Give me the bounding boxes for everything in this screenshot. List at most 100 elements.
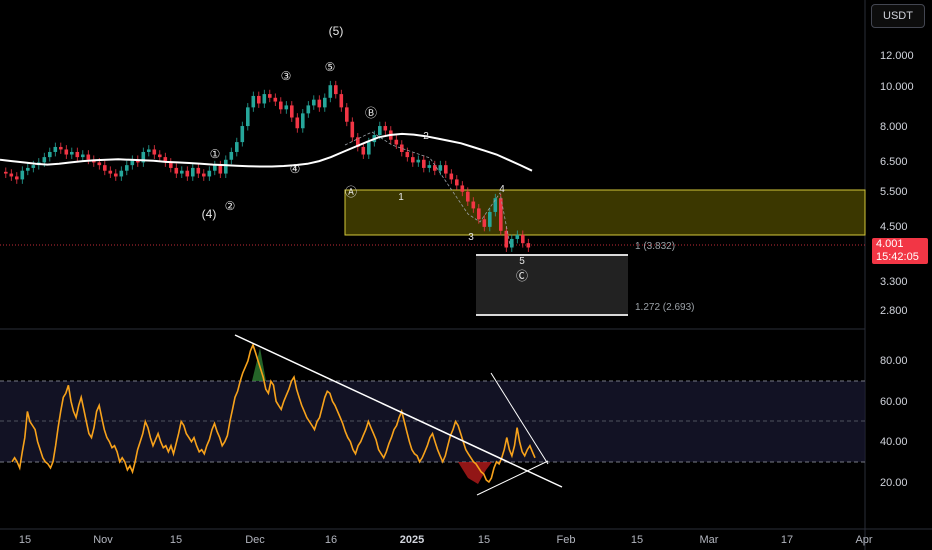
candle-body bbox=[510, 238, 514, 248]
candle-body bbox=[411, 157, 415, 163]
candle-body bbox=[262, 94, 267, 104]
candle-body bbox=[97, 162, 102, 166]
candle-body bbox=[405, 151, 410, 158]
candle-body bbox=[350, 121, 355, 138]
candle-body bbox=[526, 243, 531, 248]
candle-body bbox=[449, 173, 454, 180]
candle-body bbox=[356, 137, 360, 147]
candle-body bbox=[31, 165, 36, 168]
candle-body bbox=[42, 157, 47, 163]
candle-body bbox=[108, 170, 113, 174]
wave-label: (5) bbox=[329, 24, 344, 38]
candle-body bbox=[378, 126, 382, 136]
candle-body bbox=[169, 162, 173, 168]
candle-body bbox=[290, 105, 294, 118]
candle-body bbox=[466, 191, 470, 202]
x-tick-label: 15 bbox=[478, 534, 490, 546]
candle-body bbox=[295, 117, 300, 129]
candle-body bbox=[400, 144, 404, 152]
candle-body bbox=[59, 146, 63, 150]
x-tick-label: Mar bbox=[700, 534, 719, 546]
candle-body bbox=[119, 170, 124, 177]
candle-body bbox=[367, 142, 371, 155]
x-tick-label: Apr bbox=[855, 534, 872, 546]
y-tick-label: 80.00 bbox=[880, 355, 908, 367]
x-tick-label: Dec bbox=[245, 534, 265, 546]
candle-body bbox=[158, 154, 162, 158]
x-tick-label: 15 bbox=[631, 534, 643, 546]
candle-body bbox=[240, 126, 245, 143]
candle-body bbox=[147, 149, 151, 152]
candle-countdown: 15:42:05 bbox=[876, 251, 919, 263]
candle-body bbox=[339, 94, 344, 108]
y-tick-label: 40.00 bbox=[880, 436, 908, 448]
candle-body bbox=[334, 85, 338, 95]
candle-body bbox=[26, 167, 30, 171]
candle-body bbox=[64, 149, 69, 155]
candle-body bbox=[191, 167, 195, 177]
candle-body bbox=[477, 208, 481, 220]
candle-body bbox=[312, 99, 316, 106]
candle-body bbox=[433, 165, 437, 171]
x-tick-label: Nov bbox=[93, 534, 113, 546]
wave-label: Ⓒ bbox=[516, 269, 528, 283]
candle-body bbox=[301, 113, 305, 129]
candle-body bbox=[460, 185, 465, 192]
currency-button[interactable]: USDT bbox=[871, 4, 925, 28]
candle-body bbox=[235, 142, 239, 152]
candle-body bbox=[427, 165, 432, 168]
candle-body bbox=[163, 157, 168, 163]
candle-body bbox=[493, 198, 498, 212]
candle-body bbox=[422, 159, 426, 168]
x-tick-label: 15 bbox=[170, 534, 182, 546]
candle-body bbox=[86, 154, 91, 160]
y-tick-label: 4.500 bbox=[880, 221, 908, 233]
candle-body bbox=[383, 126, 388, 131]
candlesticks bbox=[4, 80, 531, 252]
wave-label: Ⓐ bbox=[345, 185, 357, 199]
fib-box bbox=[476, 255, 628, 315]
candle-body bbox=[75, 151, 80, 158]
candle-body bbox=[345, 107, 349, 122]
wave-label: 1 bbox=[398, 192, 404, 203]
candle-body bbox=[284, 105, 289, 110]
candle-body bbox=[504, 230, 509, 248]
wave-label: ① bbox=[210, 147, 221, 161]
current-price-tag: 4.001 15:42:05 bbox=[872, 238, 928, 264]
fib-label: 1 (3.832) bbox=[635, 241, 675, 252]
wave-label: 3 bbox=[468, 232, 474, 243]
y-tick-label: 6.500 bbox=[880, 156, 908, 168]
candle-body bbox=[361, 146, 366, 155]
candle-body bbox=[438, 165, 443, 171]
rsi-line bbox=[11, 342, 536, 484]
wave-label: (4) bbox=[202, 207, 217, 221]
candle-body bbox=[455, 179, 459, 186]
y-tick-label: 60.00 bbox=[880, 396, 908, 408]
candle-body bbox=[328, 85, 333, 98]
candle-body bbox=[81, 154, 85, 158]
fib-label: 1.272 (2.693) bbox=[635, 302, 695, 313]
candle-body bbox=[9, 173, 14, 177]
y-tick-label: 3.300 bbox=[880, 276, 908, 288]
rsi-band bbox=[0, 381, 865, 462]
candle-body bbox=[70, 151, 74, 155]
moving-average-line bbox=[0, 132, 533, 172]
candle-body bbox=[416, 159, 421, 163]
wave-label: 2 bbox=[423, 131, 429, 142]
candle-body bbox=[174, 167, 179, 174]
y-tick-label: 20.00 bbox=[880, 477, 908, 489]
candle-body bbox=[125, 165, 129, 171]
candle-body bbox=[279, 101, 283, 110]
candle-body bbox=[202, 173, 206, 177]
x-tick-label: 2025 bbox=[400, 534, 424, 546]
y-tick-label: 12.000 bbox=[880, 50, 914, 62]
candle-body bbox=[444, 165, 448, 174]
current-price: 4.001 bbox=[876, 238, 904, 250]
wave-label: 5 bbox=[519, 256, 525, 267]
x-tick-label: 15 bbox=[19, 534, 31, 546]
candle-body bbox=[152, 149, 157, 155]
candle-body bbox=[229, 151, 234, 160]
candle-body bbox=[4, 171, 8, 174]
candle-body bbox=[218, 165, 223, 174]
wave-path bbox=[344, 131, 511, 246]
